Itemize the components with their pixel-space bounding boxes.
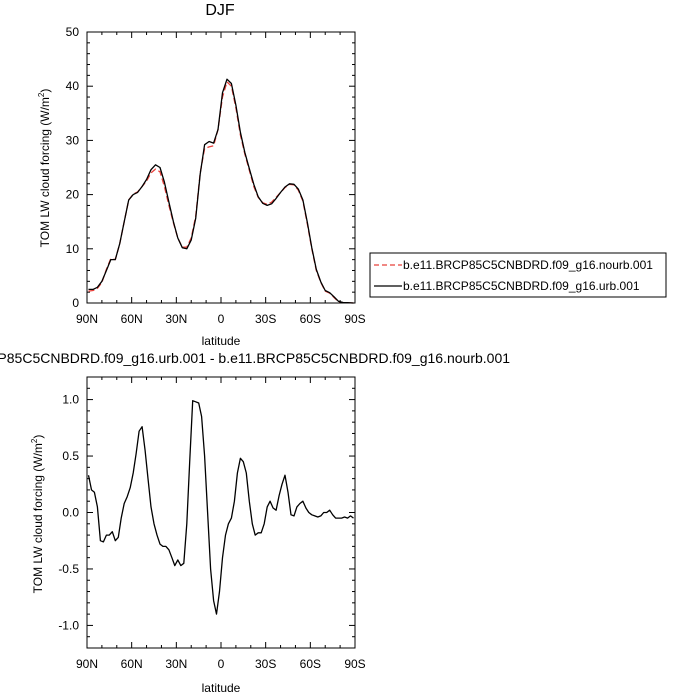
- series-line-1: [88, 78, 354, 304]
- legend-box: [369, 252, 667, 298]
- bottom-x-axis-label: latitude: [202, 681, 241, 695]
- legend: b.e11.BRCP85C5CNBDRD.f09_g16.nourb.001 b…: [369, 252, 667, 298]
- top-chart-title: DJF: [205, 2, 235, 19]
- x-tick-label: 60S: [300, 312, 321, 326]
- y-tick-label: 0.5: [62, 449, 79, 463]
- top-y-axis-label: TOM LW cloud forcing (W/m2): [37, 89, 52, 248]
- x-tick-label: 30N: [165, 312, 187, 326]
- legend-label-nourb: b.e11.BRCP85C5CNBDRD.f09_g16.nourb.001: [403, 258, 653, 272]
- series-line-0: [88, 81, 354, 304]
- y-tick-label: 10: [66, 242, 80, 256]
- x-tick-label: 0: [218, 312, 225, 326]
- y-tick-label: 40: [66, 79, 80, 93]
- x-tick-label: 0: [218, 657, 225, 671]
- bottom-y-axis-label: TOM LW cloud forcing (W/m2): [30, 435, 45, 594]
- y-tick-label: 0.0: [62, 506, 79, 520]
- x-tick-label: 30N: [165, 657, 187, 671]
- x-tick-label: 30S: [255, 312, 276, 326]
- bottom-chart-title: b.e11.BRCP85C5CNBDRD.f09_g16.urb.001 - b…: [0, 350, 510, 366]
- y-tick-label: 1.0: [62, 393, 79, 407]
- top-chart-panel: DJF 90N 60N 30N 0 30S 60S 90S 0 10 20 30 40 50 latit…: [37, 2, 667, 348]
- y-tick-label: -1.0: [58, 618, 79, 632]
- bottom-plot-area: [87, 400, 354, 615]
- y-tick-label: 30: [66, 133, 80, 147]
- top-plot-frame: [86, 31, 356, 304]
- bottom-plot-frame: [86, 376, 356, 649]
- top-plot-area: [88, 78, 354, 304]
- y-tick-label: 0: [72, 296, 79, 310]
- x-tick-label: 90N: [76, 312, 98, 326]
- x-tick-label: 60N: [121, 312, 143, 326]
- x-tick-label: 90N: [76, 657, 98, 671]
- top-x-axis-label: latitude: [202, 334, 241, 348]
- top-axes: 90N 60N 30N 0 30S 60S 90S 0 10 20 30 40 50: [66, 25, 366, 326]
- x-tick-label: 60S: [300, 657, 321, 671]
- x-tick-label: 60N: [121, 657, 143, 671]
- bottom-axes: 90N 60N 30N 0 30S 60S 90S -1.0 -0.5 0.0 0.5 1.0: [58, 376, 366, 671]
- y-tick-label: 20: [66, 188, 80, 202]
- y-tick-label: 50: [66, 25, 80, 39]
- x-tick-label: 90S: [344, 657, 365, 671]
- x-tick-label: 90S: [344, 312, 365, 326]
- y-tick-label: -0.5: [58, 562, 79, 576]
- bottom-chart-panel: b.e11.BRCP85C5CNBDRD.f09_g16.urb.001 - b…: [0, 350, 510, 695]
- legend-label-urb: b.e11.BRCP85C5CNBDRD.f09_g16.urb.001: [403, 279, 640, 293]
- x-tick-label: 30S: [255, 657, 276, 671]
- series-line-0: [87, 400, 354, 615]
